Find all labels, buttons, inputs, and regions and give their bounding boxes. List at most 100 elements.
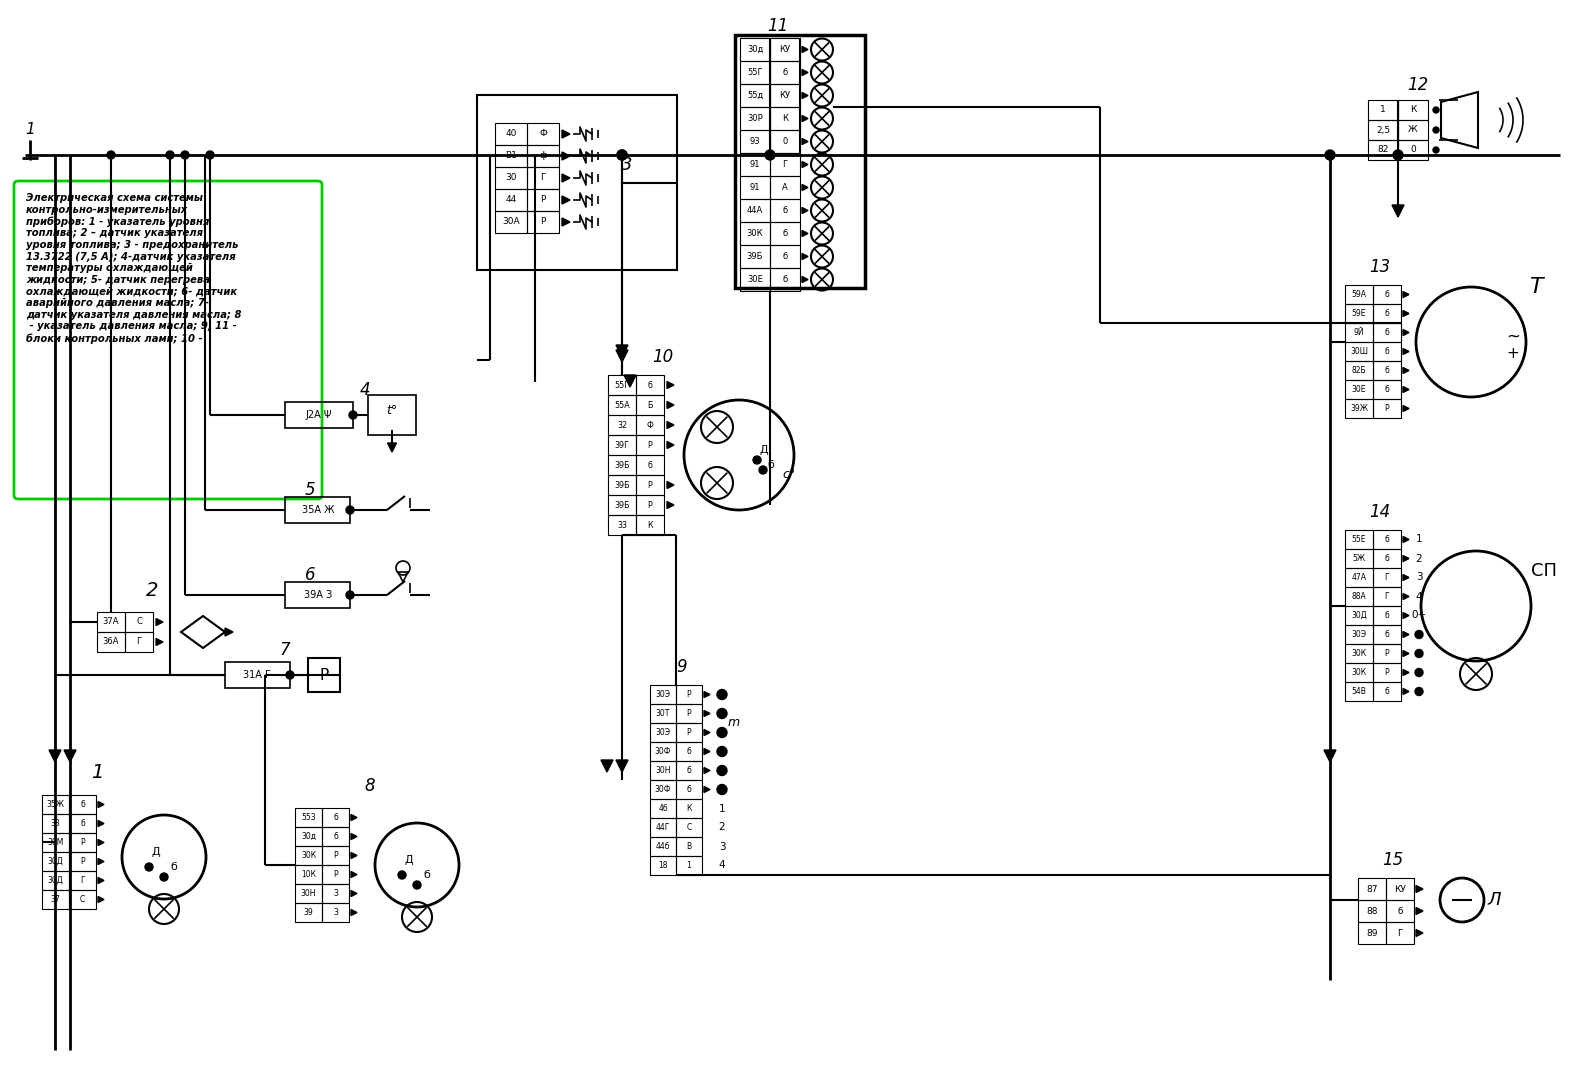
FancyBboxPatch shape	[14, 181, 322, 499]
Text: 88: 88	[1366, 906, 1377, 916]
Text: КУ: КУ	[780, 45, 791, 54]
Bar	[740, 38, 771, 61]
Text: 91: 91	[750, 160, 761, 169]
Circle shape	[181, 151, 189, 159]
Circle shape	[766, 150, 775, 160]
Polygon shape	[704, 691, 710, 698]
Bar	[677, 723, 702, 742]
Polygon shape	[350, 815, 357, 820]
Bar	[1372, 361, 1401, 380]
Polygon shape	[704, 710, 710, 717]
Bar	[1345, 285, 1372, 304]
Polygon shape	[1403, 612, 1409, 619]
Circle shape	[716, 766, 728, 775]
Circle shape	[161, 873, 169, 881]
Text: 0+: 0+	[1412, 610, 1426, 621]
Text: 39Б: 39Б	[747, 252, 763, 261]
Bar	[527, 167, 559, 189]
Text: Электрическая схема системы
контрольно-измерительных
приборов: 1 - указатель уро: Электрическая схема системы контрольно-и…	[25, 193, 242, 344]
Text: 7: 7	[280, 641, 290, 659]
Bar	[1387, 922, 1414, 944]
Bar	[68, 852, 96, 871]
Text: 2,5: 2,5	[1375, 126, 1390, 134]
Bar	[771, 268, 801, 291]
Bar	[608, 395, 635, 415]
Text: 1: 1	[1380, 105, 1387, 115]
Text: б: б	[648, 380, 653, 390]
Text: В: В	[686, 842, 691, 851]
Circle shape	[1433, 127, 1439, 133]
Text: 31А Г: 31А Г	[244, 670, 271, 679]
Bar	[41, 871, 68, 890]
Bar	[68, 871, 96, 890]
Text: б: б	[686, 766, 691, 775]
Text: 47А: 47А	[1352, 573, 1366, 581]
Text: 10К: 10К	[301, 870, 315, 879]
Text: 55А: 55А	[615, 400, 630, 410]
Text: 12: 12	[1407, 76, 1428, 94]
Text: б: б	[80, 819, 84, 828]
Text: 30Е: 30Е	[1352, 386, 1366, 394]
Text: 59Е: 59Е	[1352, 309, 1366, 318]
Text: б: б	[1385, 630, 1390, 639]
Text: 4: 4	[718, 861, 726, 870]
Bar	[1345, 606, 1372, 625]
Text: T: T	[1530, 277, 1543, 297]
Text: 2: 2	[718, 822, 726, 833]
Polygon shape	[1403, 367, 1409, 374]
Text: 30д: 30д	[747, 45, 763, 54]
Polygon shape	[350, 834, 357, 839]
Text: 15: 15	[1382, 851, 1404, 869]
Text: Л: Л	[1487, 891, 1501, 910]
Text: 30Т: 30Т	[656, 709, 670, 718]
Bar	[1345, 323, 1372, 342]
Text: 30: 30	[505, 174, 517, 182]
Bar	[677, 818, 702, 837]
Polygon shape	[562, 218, 570, 226]
Circle shape	[716, 689, 728, 700]
Polygon shape	[802, 208, 809, 213]
Polygon shape	[562, 130, 570, 138]
Bar	[771, 61, 801, 84]
Bar	[677, 685, 702, 704]
Bar	[1368, 140, 1398, 160]
Bar	[740, 222, 771, 245]
Text: 32: 32	[618, 421, 627, 429]
Text: Г: Г	[80, 876, 84, 885]
Text: б: б	[782, 252, 788, 261]
Text: 39Б: 39Б	[615, 501, 630, 509]
Circle shape	[145, 863, 153, 871]
Text: С: С	[135, 618, 142, 626]
Bar	[322, 808, 349, 828]
Circle shape	[205, 151, 213, 159]
Bar	[1368, 100, 1398, 120]
Polygon shape	[1403, 348, 1409, 355]
Text: 33: 33	[51, 819, 60, 828]
Text: К: К	[686, 804, 691, 813]
Polygon shape	[1415, 907, 1423, 915]
Text: 87: 87	[1366, 885, 1377, 894]
Text: 91: 91	[750, 183, 761, 192]
Text: Р: Р	[540, 217, 546, 227]
Text: с°: с°	[782, 469, 796, 481]
Text: 30Ф: 30Ф	[654, 747, 672, 756]
Bar	[97, 632, 126, 652]
Bar	[1372, 568, 1401, 587]
Bar	[740, 130, 771, 153]
Text: 30д: 30д	[301, 832, 315, 841]
Circle shape	[398, 871, 406, 879]
Bar	[1372, 606, 1401, 625]
Polygon shape	[64, 750, 76, 761]
Text: 59А: 59А	[1352, 290, 1366, 299]
Bar	[495, 189, 527, 211]
Bar	[68, 794, 96, 814]
Bar	[126, 612, 153, 632]
Bar	[322, 865, 349, 884]
Polygon shape	[667, 502, 673, 508]
Text: 10: 10	[653, 348, 673, 366]
Polygon shape	[49, 750, 60, 761]
Bar	[1345, 361, 1372, 380]
Text: Ж: Ж	[1409, 126, 1418, 134]
Bar	[285, 497, 350, 523]
Bar	[635, 415, 664, 435]
